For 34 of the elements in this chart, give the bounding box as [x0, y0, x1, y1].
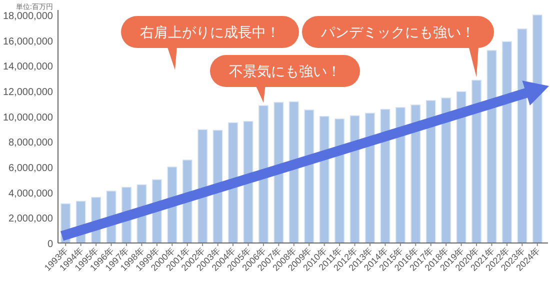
- y-tick-label: 10,000,000: [2, 112, 54, 124]
- bar: [532, 14, 542, 244]
- y-tick-label: 16,000,000: [2, 36, 54, 48]
- y-tick-label: 2,000,000: [8, 214, 54, 225]
- y-tick-label: 18,000,000: [2, 11, 54, 22]
- bar: [288, 101, 299, 244]
- y-tick-label: 12,000,000: [2, 87, 54, 98]
- bar: [502, 41, 512, 244]
- bar: [334, 118, 345, 244]
- bar: [365, 112, 375, 244]
- bar: [472, 80, 482, 244]
- bar: [456, 91, 466, 244]
- bar: [410, 104, 421, 244]
- y-tick-label: 0: [47, 239, 54, 250]
- bar: [212, 130, 223, 244]
- bar: [274, 102, 284, 244]
- bar: [486, 50, 497, 244]
- bar: [319, 116, 330, 244]
- bar: [304, 110, 314, 244]
- y-tick-label: 4,000,000: [8, 188, 54, 200]
- y-tick-label: 14,000,000: [2, 62, 54, 73]
- bar: [395, 107, 406, 244]
- annotation: 不景気にも強い！: [229, 63, 341, 79]
- bar: [258, 105, 268, 244]
- annotation: パンデミックにも強い！: [320, 24, 475, 40]
- annotation: 右肩上がりに成長中！: [140, 24, 280, 40]
- y-tick-label: 8,000,000: [8, 138, 54, 149]
- bar: [380, 108, 390, 244]
- bar: [441, 98, 452, 244]
- bar: [517, 28, 528, 244]
- bar: [228, 122, 238, 244]
- y-tick-label: 6,000,000: [8, 163, 54, 174]
- bar: [198, 129, 208, 244]
- bar: [426, 100, 436, 244]
